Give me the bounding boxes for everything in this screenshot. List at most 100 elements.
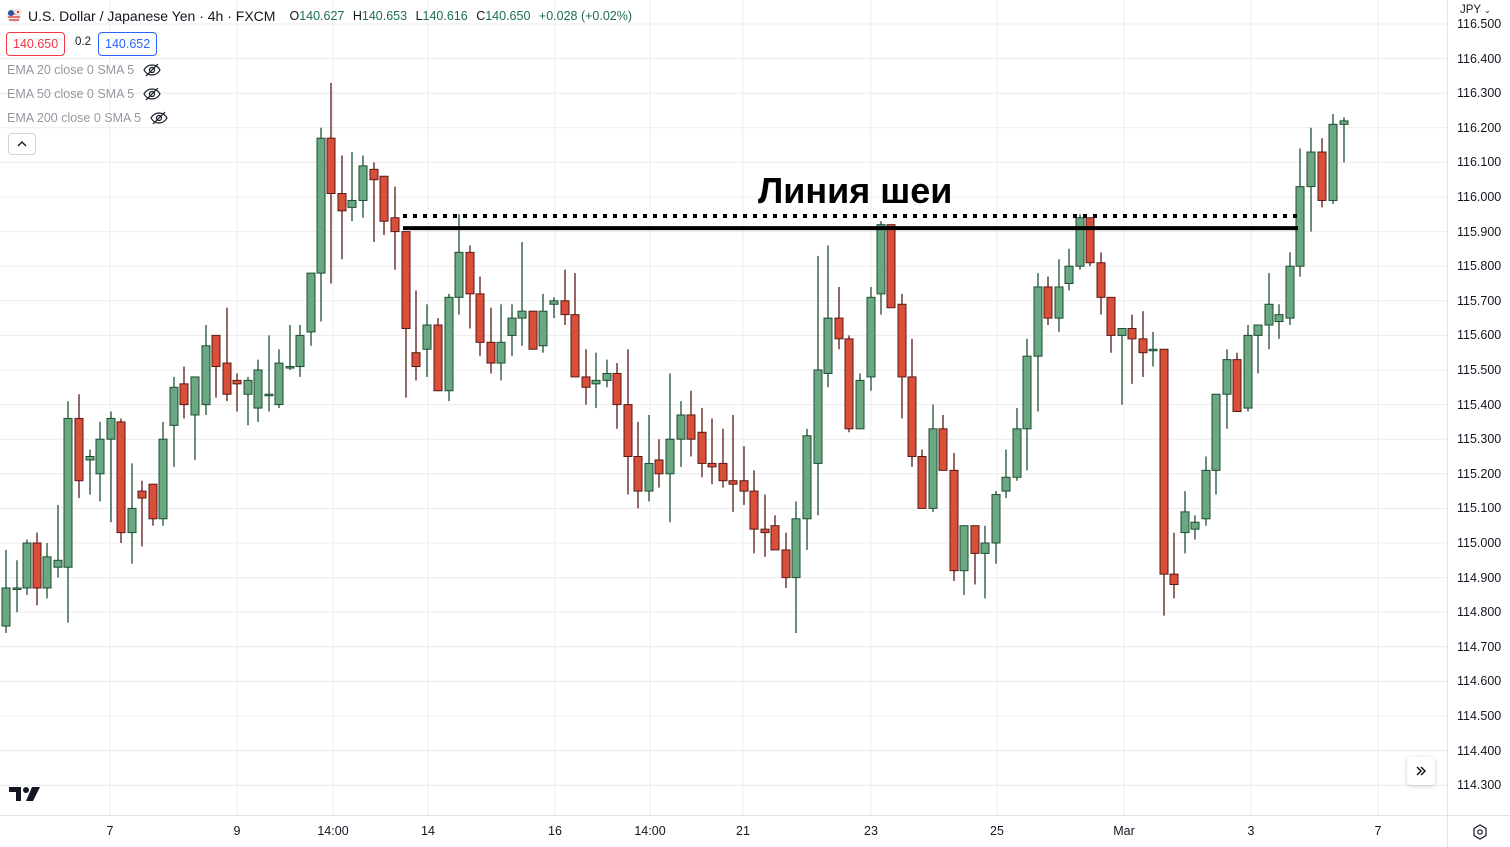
scroll-to-realtime-button[interactable] [1407,757,1435,785]
chart-plot-area[interactable]: U.S. Dollar / Japanese Yen · 4h · FXCM O… [0,0,1447,815]
chart-settings-button[interactable] [1447,815,1510,847]
price-tick: 115.500 [1457,363,1502,377]
candle-up [158,438,168,520]
eye-hidden-icon[interactable] [150,111,168,125]
double-chevron-right-icon [1416,766,1427,776]
candle-up [813,369,823,464]
candle-up [63,417,73,568]
candle-up [676,414,686,440]
indicator-ema20[interactable]: EMA 20 close 0 SMA 5 [7,63,161,77]
symbol-legend: U.S. Dollar / Japanese Yen · 4h · FXCM O… [6,8,637,24]
candle-up [201,345,211,406]
candle-up [1190,521,1200,530]
candle-up [1001,476,1011,492]
candle-up [991,494,1001,544]
candle-down [411,352,421,368]
change-value: +0.028 (+0.02%) [538,9,633,23]
buy-price: 140.652 [105,37,151,51]
candle-up [959,525,969,572]
candle-down [326,137,336,195]
candle-up [295,334,305,368]
time-tick: 14 [421,824,435,838]
candle-down [379,175,389,222]
currency-selector[interactable]: JPY ⌄ [1460,4,1491,16]
candle-up [644,462,654,492]
buy-button[interactable]: 140.652 [98,32,158,56]
price-tick: 114.300 [1457,778,1502,793]
candle-up [665,438,675,475]
candle-down [770,525,780,551]
candle-up [1306,151,1316,188]
price-tick: 116.500 [1457,17,1502,31]
candle-up [591,379,601,385]
eye-hidden-icon[interactable] [143,63,161,77]
sell-button[interactable]: 140.650 [6,32,66,56]
candle-up [602,372,612,381]
tradingview-logo-icon[interactable] [9,785,41,803]
candle-up [95,438,105,475]
price-tick: 114.500 [1457,709,1502,723]
candle-down [337,193,347,212]
price-axis[interactable]: JPY ⌄ 116.500 116.400 116.300 116.200 116.10… [1447,0,1510,815]
candle-up [285,366,295,369]
sell-price: 140.650 [13,37,59,51]
candle-up [444,296,454,392]
candle-down [1138,338,1148,354]
candle-down [137,490,147,499]
candle-up [1022,355,1032,430]
indicator-ema50[interactable]: EMA 50 close 0 SMA 5 [7,87,161,101]
candle-down [917,456,927,509]
candle-up [1264,303,1274,326]
time-tick: 23 [864,824,878,838]
candle-down [897,303,907,378]
candle-down [116,421,126,534]
price-tick: 115.100 [1457,501,1502,516]
candle-up [517,310,527,319]
candle-down [211,334,221,368]
high-value: 140.653 [361,9,408,23]
candle-down [949,469,959,572]
indicator-label: EMA 20 close 0 SMA 5 [7,63,135,77]
low-value: 140.616 [422,9,468,23]
time-tick: 14:00 [317,824,349,838]
symbol-title[interactable]: U.S. Dollar / Japanese Yen · 4h · FXCM [28,8,276,24]
eye-hidden-icon[interactable] [143,87,161,101]
candle-down [369,168,379,181]
collapse-indicators-button[interactable] [8,133,36,155]
candle-up [347,199,357,208]
time-tick: 7 [106,824,114,838]
candle-up [306,272,316,333]
candle-up [928,428,938,509]
candle-up [496,341,506,364]
candle-up [1274,314,1284,323]
candle-down [528,310,538,350]
candle-down [32,542,42,589]
candle-down [1317,151,1327,201]
candle-up [1201,469,1211,520]
candle-up [190,376,200,416]
ohlc-values: O140.627 H140.653 L140.616 C140.650 +0.0… [289,9,637,23]
neckline-annotation[interactable]: Линия шеи [758,170,953,211]
candle-up [1211,393,1221,471]
candle-up [1012,428,1022,478]
candle-up [980,542,990,554]
candle-down [232,379,242,385]
candle-down [886,224,896,309]
time-axis[interactable]: 7 9 14:00 14 16 14:00 21 23 25 Mar 3 7 [0,815,1447,847]
candle-down [938,428,948,471]
price-tick: 114.400 [1457,743,1502,758]
time-tick: 25 [990,824,1004,838]
candlestick-chart[interactable] [0,0,1447,815]
candle-down [760,528,770,534]
low-label: L [415,9,423,23]
open-value: 140.627 [299,9,345,23]
candle-down [844,338,854,430]
candle-up [823,317,833,374]
spread-value: 0.2 [75,36,91,48]
candle-up [855,379,865,430]
candle-down [907,376,917,458]
indicator-ema200[interactable]: EMA 200 close 0 SMA 5 [7,111,168,125]
price-tick: 115.300 [1457,432,1502,447]
candle-down [970,525,980,554]
candle-down [465,251,475,295]
